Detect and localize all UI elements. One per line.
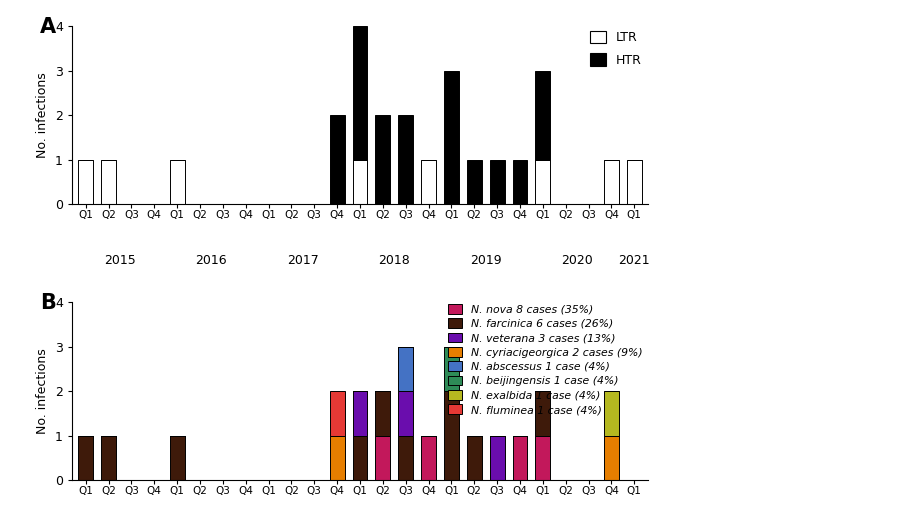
Bar <box>490 436 505 480</box>
Bar <box>536 391 550 436</box>
Bar <box>399 436 413 480</box>
Bar <box>78 436 93 480</box>
Bar <box>421 160 436 204</box>
Y-axis label: No. infections: No. infections <box>36 72 50 158</box>
Text: 2015: 2015 <box>104 254 136 267</box>
Bar <box>329 436 345 480</box>
Bar <box>101 436 116 480</box>
Bar <box>467 160 482 204</box>
Bar <box>444 347 459 391</box>
Bar <box>101 160 116 204</box>
Bar <box>604 391 619 436</box>
Bar <box>399 347 413 391</box>
Bar <box>329 115 345 204</box>
Y-axis label: No. infections: No. infections <box>36 348 50 434</box>
Bar <box>513 436 527 480</box>
Bar <box>353 26 367 160</box>
Text: 2018: 2018 <box>378 254 410 267</box>
Bar <box>399 391 413 436</box>
Bar <box>170 160 184 204</box>
Text: B: B <box>40 293 56 313</box>
Bar <box>353 391 367 436</box>
Bar <box>399 115 413 204</box>
Bar <box>444 391 459 480</box>
Bar <box>536 70 550 160</box>
Bar <box>536 436 550 480</box>
Bar <box>536 160 550 204</box>
Bar <box>78 160 93 204</box>
Bar <box>329 391 345 436</box>
Bar <box>513 160 527 204</box>
Bar <box>170 436 184 480</box>
Bar <box>467 436 482 480</box>
Bar <box>421 436 436 480</box>
Bar <box>490 160 505 204</box>
Legend: LTR, HTR: LTR, HTR <box>590 31 642 67</box>
Text: 2017: 2017 <box>287 254 319 267</box>
Bar <box>375 436 391 480</box>
Bar <box>444 70 459 204</box>
Bar <box>604 436 619 480</box>
Text: 2020: 2020 <box>562 254 593 267</box>
Bar <box>353 436 367 480</box>
Bar <box>353 160 367 204</box>
Bar <box>627 160 642 204</box>
Text: 2016: 2016 <box>195 254 227 267</box>
Bar <box>375 391 391 436</box>
Bar <box>604 160 619 204</box>
Text: A: A <box>40 17 57 37</box>
Text: 2021: 2021 <box>618 254 650 267</box>
Bar <box>375 115 391 204</box>
Legend: N. nova 8 cases (35%), N. farcinica 6 cases (26%), N. veterana 3 cases (13%), N.: N. nova 8 cases (35%), N. farcinica 6 ca… <box>448 304 643 415</box>
Text: 2019: 2019 <box>470 254 501 267</box>
